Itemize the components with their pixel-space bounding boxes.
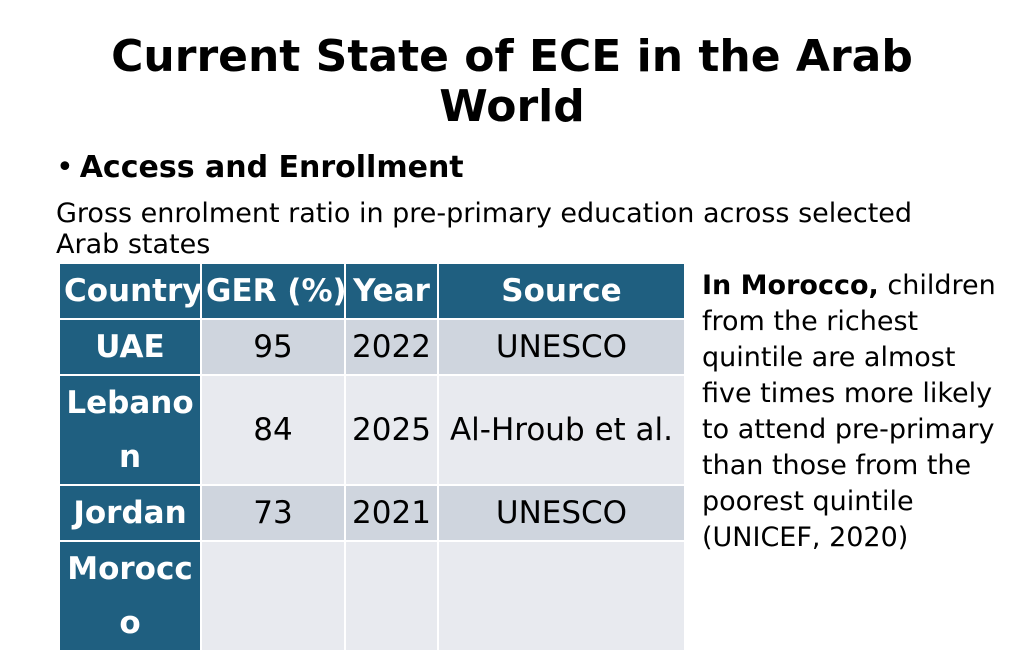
table-row: UAE 95 2022 UNESCO — [58, 318, 686, 376]
table-row: Lebanon 84 2025 Al-Hroub et al. — [58, 374, 686, 486]
source-cell: UNESCO — [437, 484, 686, 542]
ger-cell: 95 — [200, 318, 346, 376]
title-line-1: Current State of ECE in the Arab — [111, 31, 913, 82]
table-row: Jordan 73 2021 UNESCO — [58, 484, 686, 542]
country-cell: Lebanon — [58, 374, 202, 486]
slide-title: Current State of ECE in the Arab World — [0, 32, 1024, 132]
header-country: Country — [58, 262, 202, 320]
header-ger: GER (%) — [200, 262, 346, 320]
country-cell: Morocco — [58, 540, 202, 652]
year-cell: 2025 — [344, 374, 439, 486]
ger-cell: 73 — [200, 484, 346, 542]
side-note: In Morocco, children from the richest qu… — [702, 268, 1002, 556]
enrolment-table: Country GER (%) Year Source UAE 95 2022 … — [58, 262, 686, 652]
year-cell: 2021 — [344, 484, 439, 542]
side-note-body: children from the richest quintile are a… — [702, 270, 996, 553]
source-cell: Al-Hroub et al. — [437, 374, 686, 486]
table-row: Morocco — [58, 540, 686, 652]
ger-cell — [200, 540, 346, 652]
title-line-2: World — [439, 81, 585, 132]
year-cell — [344, 540, 439, 652]
bullet-text: Access and Enrollment — [79, 150, 464, 185]
country-cell: UAE — [58, 318, 202, 376]
source-cell — [437, 540, 686, 652]
ger-cell: 84 — [200, 374, 346, 486]
table-caption: Gross enrolment ratio in pre-primary edu… — [56, 198, 913, 260]
year-cell: 2022 — [344, 318, 439, 376]
country-cell: Jordan — [58, 484, 202, 542]
side-note-lead: In Morocco, — [702, 270, 879, 301]
header-source: Source — [437, 262, 686, 320]
bullet-dot: • — [56, 150, 74, 185]
source-cell: UNESCO — [437, 318, 686, 376]
bullet-heading: • Access and Enrollment — [56, 148, 464, 188]
table-header-row: Country GER (%) Year Source — [58, 262, 686, 320]
header-year: Year — [344, 262, 439, 320]
